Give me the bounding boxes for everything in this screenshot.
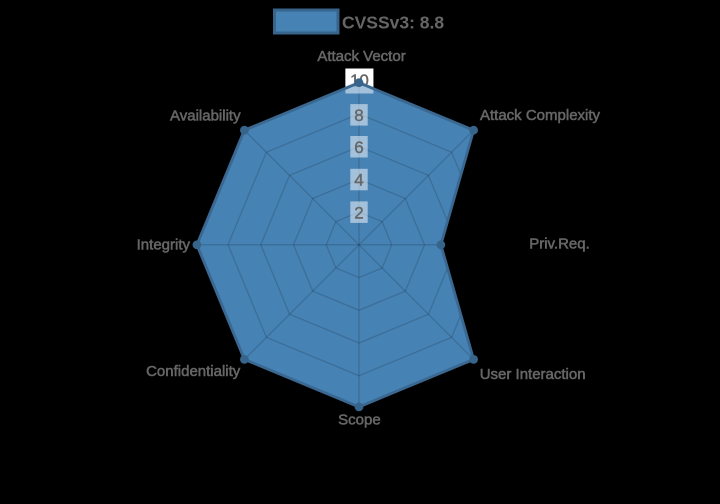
svg-text:2: 2: [354, 203, 363, 222]
svg-text:Attack Vector: Attack Vector: [317, 48, 405, 65]
svg-text:User Interaction: User Interaction: [480, 366, 586, 383]
svg-text:4: 4: [354, 171, 363, 190]
svg-text:8: 8: [354, 106, 363, 125]
svg-text:Confidentiality: Confidentiality: [146, 363, 241, 380]
svg-text:Attack Complexity: Attack Complexity: [480, 107, 601, 124]
svg-text:6: 6: [354, 138, 363, 157]
svg-text:Priv.Req.: Priv.Req.: [529, 236, 590, 253]
svg-text:CVSSv3: 8.8: CVSSv3: 8.8: [342, 12, 444, 32]
svg-text:Availability: Availability: [170, 108, 241, 125]
svg-text:Integrity: Integrity: [137, 237, 191, 254]
svg-text:Scope: Scope: [338, 412, 381, 429]
